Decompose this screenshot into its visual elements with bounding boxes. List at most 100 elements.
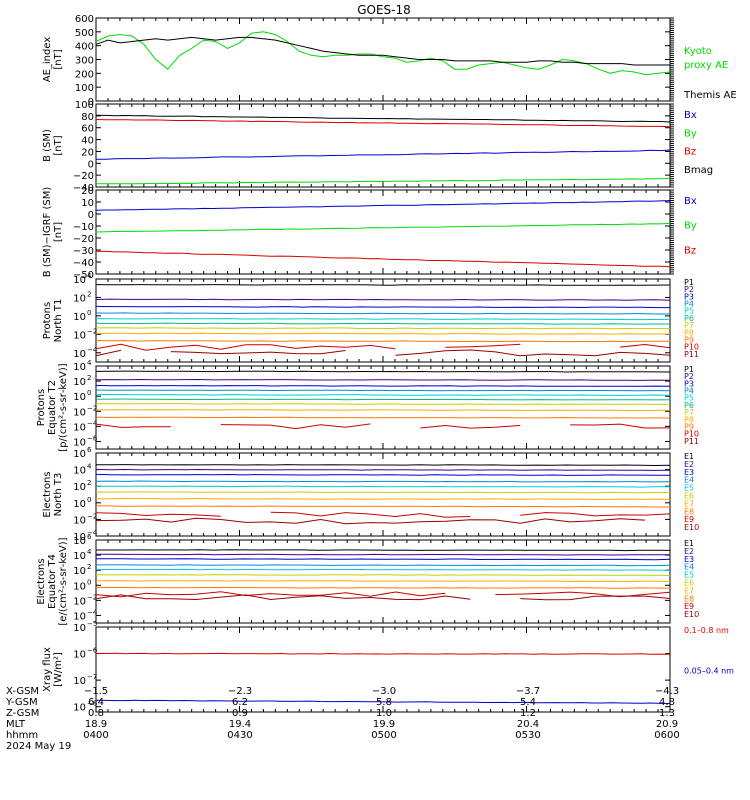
legend-label: E7 bbox=[684, 499, 694, 508]
legend-label: E8 bbox=[684, 507, 694, 516]
y-tick-label: −20 bbox=[73, 234, 94, 245]
mlt-value: 20.9 bbox=[655, 719, 679, 730]
y-tick-label: 10 bbox=[73, 482, 86, 493]
legend-label: Kyoto bbox=[684, 46, 712, 57]
legend-label: E10 bbox=[684, 610, 699, 619]
legend-label: E7 bbox=[684, 586, 694, 595]
hhmm-value: 0430 bbox=[227, 730, 253, 741]
y-tick-label: 10 bbox=[73, 676, 86, 687]
series-line bbox=[520, 512, 671, 517]
series-line bbox=[170, 350, 346, 355]
series-line bbox=[95, 574, 671, 576]
series-line bbox=[95, 298, 671, 301]
y-tick-label: 10 bbox=[73, 466, 86, 477]
label-x-gsm: X-GSM bbox=[6, 686, 40, 697]
y-axis-label: [nT] bbox=[53, 222, 64, 242]
y-tick-label: −40 bbox=[73, 258, 94, 269]
legend-label: E3 bbox=[684, 555, 694, 564]
legend-label: P2 bbox=[684, 285, 694, 294]
legend-label: Bx bbox=[684, 196, 697, 207]
legend-label: P1 bbox=[684, 278, 694, 287]
series-line bbox=[420, 424, 521, 429]
y-axis-label: North T1 bbox=[53, 299, 64, 343]
x-gsm-value: −3.0 bbox=[371, 686, 397, 697]
y-tick-label: 10 bbox=[73, 349, 86, 360]
legend-label: By bbox=[684, 128, 697, 139]
plot-frame bbox=[95, 17, 671, 102]
y-tick-label: 10 bbox=[73, 532, 86, 543]
hhmm-value: 0500 bbox=[371, 730, 397, 741]
y-tick-label: 10 bbox=[73, 703, 86, 714]
legend-label: P6 bbox=[684, 401, 694, 410]
legend-label: P6 bbox=[684, 314, 694, 323]
series-line bbox=[95, 250, 671, 268]
legend-label: P10 bbox=[684, 430, 699, 439]
series-line bbox=[270, 511, 471, 518]
legend-label: P8 bbox=[684, 415, 694, 424]
series-line bbox=[95, 580, 671, 583]
y-tick-label: 10 bbox=[73, 362, 86, 373]
legend-label: 0.05–0.4 nm bbox=[684, 667, 734, 676]
row-hhmm: hhmm 0400 0430 0500 0530 0600 bbox=[6, 730, 750, 741]
y-tick-exponent: −6 bbox=[87, 647, 98, 655]
y-tick-exponent: −5 bbox=[87, 620, 97, 628]
series-line bbox=[520, 595, 671, 601]
z-gsm-value: 1.3 bbox=[659, 708, 675, 719]
series-line bbox=[96, 553, 670, 556]
z-gsm-value: 0.9 bbox=[232, 708, 248, 719]
y-tick-label: −40 bbox=[73, 183, 94, 194]
y-tick-exponent: 4 bbox=[87, 272, 92, 280]
y-tick-exponent: −2 bbox=[87, 327, 97, 335]
row-date: 2024 May 19 bbox=[6, 741, 750, 752]
x-gsm-value: −2.3 bbox=[227, 686, 253, 697]
series-line bbox=[95, 200, 671, 211]
y-tick-exponent: −7 bbox=[87, 673, 97, 681]
legend-label: E10 bbox=[684, 523, 699, 532]
y-axis-label: [nT] bbox=[53, 49, 64, 69]
series-line bbox=[95, 594, 471, 601]
y-tick-label: 10 bbox=[73, 422, 86, 433]
series-line bbox=[95, 36, 670, 66]
legend-label: E4 bbox=[684, 563, 694, 572]
y-tick-exponent: −6 bbox=[87, 434, 98, 442]
series-line bbox=[95, 327, 671, 330]
y-tick-label: 0 bbox=[88, 97, 94, 108]
series-line bbox=[495, 591, 671, 598]
y-tick-label: 10 bbox=[73, 551, 86, 562]
y-tick-label: 60 bbox=[81, 124, 94, 135]
y-tick-label: 10 bbox=[73, 515, 86, 526]
y-gsm-value: 6.2 bbox=[232, 697, 248, 708]
y-tick-label: −30 bbox=[73, 246, 94, 257]
series-line bbox=[95, 468, 671, 471]
legend-label: 0.1–0.8 nm bbox=[684, 626, 729, 635]
y-tick-label: 0 bbox=[88, 159, 94, 170]
legend-label: proxy AE bbox=[684, 60, 728, 71]
y-axis-label: Xray flux bbox=[42, 647, 53, 692]
legend-label: P9 bbox=[684, 422, 694, 431]
series-line bbox=[620, 343, 671, 349]
label-y-gsm: Y-GSM bbox=[6, 697, 38, 708]
y-tick-label: 400 bbox=[75, 42, 94, 53]
x-gsm-value: −4.3 bbox=[654, 686, 680, 697]
y-tick-label: 10 bbox=[73, 377, 86, 388]
legend-label: E1 bbox=[684, 452, 694, 461]
series-line bbox=[96, 497, 671, 501]
series-line bbox=[95, 398, 671, 401]
y-tick-exponent: 4 bbox=[87, 359, 92, 367]
legend-label: P10 bbox=[684, 343, 699, 352]
legend-label: P3 bbox=[684, 292, 694, 301]
z-gsm-value: 1.2 bbox=[520, 708, 536, 719]
series-line bbox=[95, 119, 671, 128]
y-axis-label: North T3 bbox=[53, 473, 64, 517]
plot-frame bbox=[95, 365, 671, 450]
y-tick-label: 500 bbox=[75, 28, 94, 39]
row-x-gsm: X-GSM −1.5 −2.3 −3.0 −3.7 −4.3 bbox=[6, 686, 750, 697]
plot-frame bbox=[95, 278, 671, 363]
legend-label: P5 bbox=[684, 307, 694, 316]
series-line bbox=[445, 343, 521, 348]
date-label: 2024 May 19 bbox=[6, 741, 72, 752]
